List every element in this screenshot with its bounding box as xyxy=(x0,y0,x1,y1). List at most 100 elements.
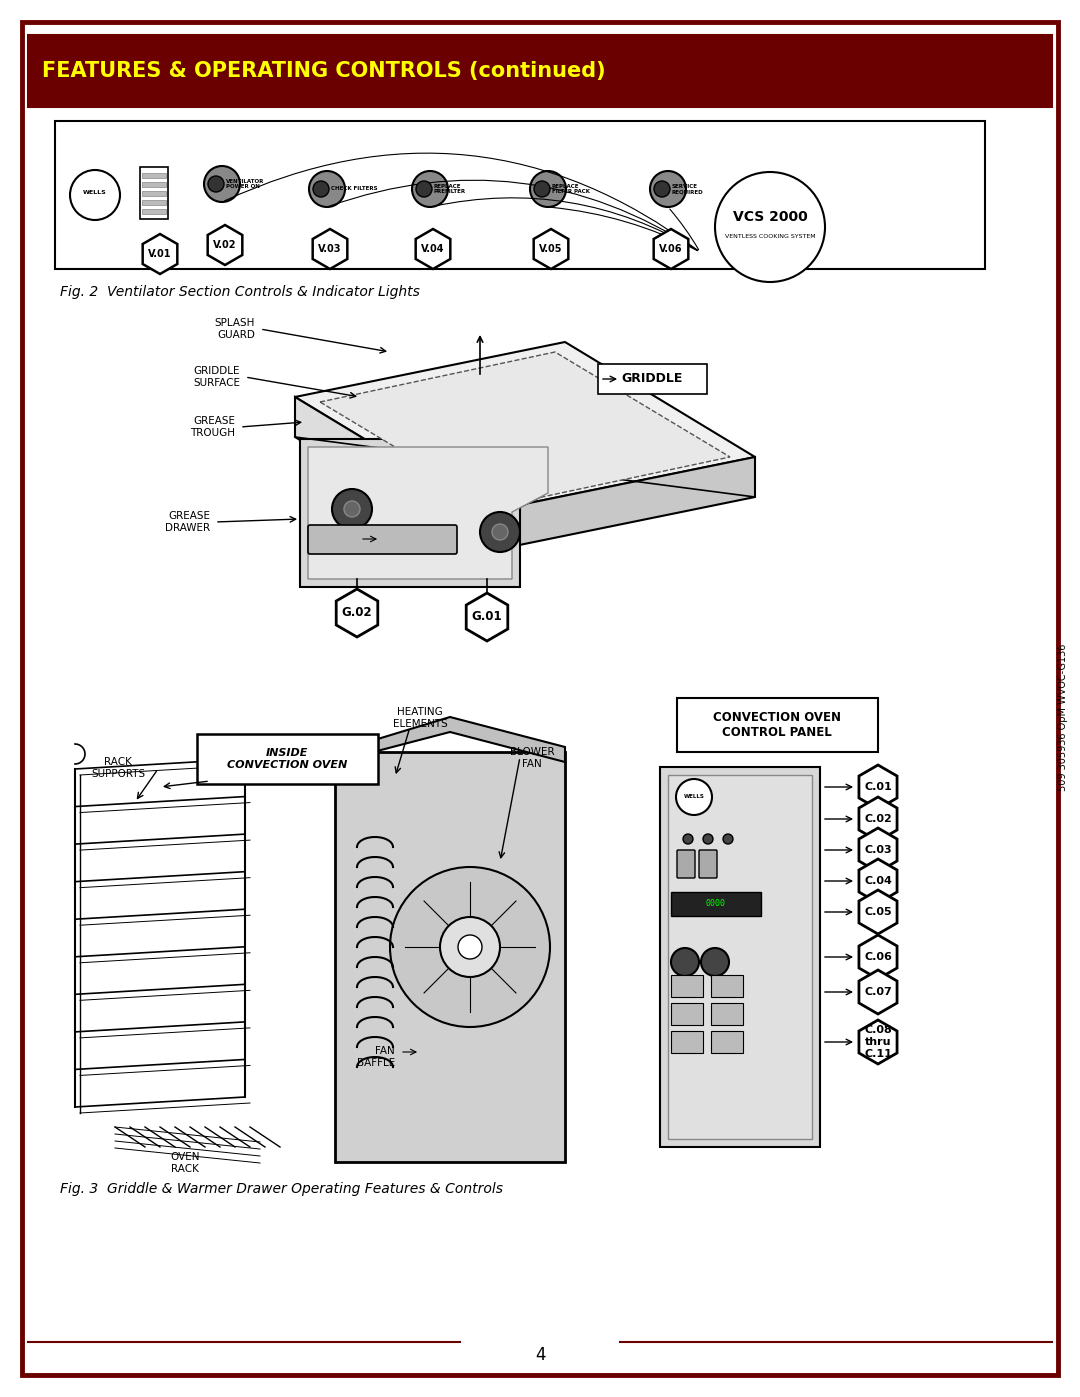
FancyBboxPatch shape xyxy=(677,849,696,877)
Text: C.05: C.05 xyxy=(864,907,892,916)
Text: OVEN
RACK: OVEN RACK xyxy=(171,1153,200,1173)
FancyBboxPatch shape xyxy=(669,775,812,1139)
Text: V.04: V.04 xyxy=(421,244,445,254)
Polygon shape xyxy=(859,766,897,809)
FancyBboxPatch shape xyxy=(22,22,1058,1375)
Text: WELLS: WELLS xyxy=(83,190,107,196)
FancyBboxPatch shape xyxy=(671,1003,703,1025)
Polygon shape xyxy=(308,447,548,578)
Circle shape xyxy=(204,166,240,203)
Text: Fig. 3  Griddle & Warmer Drawer Operating Features & Controls: Fig. 3 Griddle & Warmer Drawer Operating… xyxy=(60,1182,503,1196)
FancyBboxPatch shape xyxy=(699,849,717,877)
Polygon shape xyxy=(416,229,450,270)
Circle shape xyxy=(715,172,825,282)
Polygon shape xyxy=(295,397,485,552)
Text: V.02: V.02 xyxy=(213,240,237,250)
Circle shape xyxy=(676,780,712,814)
Text: 0000: 0000 xyxy=(706,900,726,908)
FancyBboxPatch shape xyxy=(677,698,878,752)
Circle shape xyxy=(440,916,500,977)
Circle shape xyxy=(70,170,120,219)
FancyBboxPatch shape xyxy=(141,191,166,196)
Polygon shape xyxy=(859,890,897,935)
Polygon shape xyxy=(859,1020,897,1065)
FancyBboxPatch shape xyxy=(55,122,985,270)
Text: SERVICE
REQUIRED: SERVICE REQUIRED xyxy=(672,183,704,194)
FancyBboxPatch shape xyxy=(711,1003,743,1025)
Polygon shape xyxy=(653,229,688,270)
Circle shape xyxy=(390,868,550,1027)
Text: C.07: C.07 xyxy=(864,988,892,997)
Text: VENTLESS COOKING SYSTEM: VENTLESS COOKING SYSTEM xyxy=(725,235,815,239)
FancyBboxPatch shape xyxy=(28,35,1052,108)
FancyBboxPatch shape xyxy=(671,1031,703,1053)
Text: BLOWER
FAN: BLOWER FAN xyxy=(510,747,555,768)
FancyBboxPatch shape xyxy=(197,733,378,784)
Polygon shape xyxy=(859,798,897,841)
Circle shape xyxy=(309,170,345,207)
Circle shape xyxy=(703,834,713,844)
Text: G.02: G.02 xyxy=(341,606,373,619)
Circle shape xyxy=(416,182,432,197)
Circle shape xyxy=(534,182,550,197)
FancyBboxPatch shape xyxy=(141,210,166,214)
Text: REPLACE
PREFILTER: REPLACE PREFILTER xyxy=(434,183,467,194)
Text: V.01: V.01 xyxy=(148,249,172,258)
FancyBboxPatch shape xyxy=(141,200,166,205)
Text: CHECK FILTERS: CHECK FILTERS xyxy=(330,187,378,191)
Polygon shape xyxy=(859,970,897,1014)
Text: HEATING
ELEMENTS: HEATING ELEMENTS xyxy=(393,707,447,729)
Text: V.06: V.06 xyxy=(659,244,683,254)
Text: V.05: V.05 xyxy=(539,244,563,254)
Text: V.03: V.03 xyxy=(319,244,341,254)
FancyBboxPatch shape xyxy=(660,767,820,1147)
Circle shape xyxy=(654,182,670,197)
Circle shape xyxy=(701,949,729,977)
Circle shape xyxy=(458,935,482,958)
Polygon shape xyxy=(313,229,348,270)
Text: C.06: C.06 xyxy=(864,951,892,963)
Text: C.03: C.03 xyxy=(864,845,892,855)
Text: INSIDE
CONVECTION OVEN: INSIDE CONVECTION OVEN xyxy=(227,749,347,770)
Text: GRIDDLE
SURFACE: GRIDDLE SURFACE xyxy=(193,366,240,388)
Text: SPLASH
GUARD: SPLASH GUARD xyxy=(215,319,255,339)
Text: 509 305936 OpM WVOC-G136: 509 305936 OpM WVOC-G136 xyxy=(1058,643,1068,791)
FancyBboxPatch shape xyxy=(711,975,743,997)
Text: VENTILATOR
POWER ON: VENTILATOR POWER ON xyxy=(226,179,265,190)
Circle shape xyxy=(723,834,733,844)
Polygon shape xyxy=(336,590,378,637)
Polygon shape xyxy=(207,225,242,265)
Text: CONVECTION OVEN
CONTROL PANEL: CONVECTION OVEN CONTROL PANEL xyxy=(713,711,841,739)
Text: GRIDDLE: GRIDDLE xyxy=(621,373,683,386)
Circle shape xyxy=(411,170,448,207)
Polygon shape xyxy=(859,828,897,872)
Text: Fig. 2  Ventilator Section Controls & Indicator Lights: Fig. 2 Ventilator Section Controls & Ind… xyxy=(60,285,420,299)
Text: GREASE
DRAWER: GREASE DRAWER xyxy=(165,511,210,532)
Circle shape xyxy=(530,170,566,207)
Polygon shape xyxy=(859,859,897,902)
Circle shape xyxy=(208,176,224,191)
FancyBboxPatch shape xyxy=(308,525,457,555)
FancyBboxPatch shape xyxy=(671,975,703,997)
Text: GREASE
TROUGH: GREASE TROUGH xyxy=(190,416,235,437)
FancyBboxPatch shape xyxy=(335,752,565,1162)
Polygon shape xyxy=(143,235,177,274)
Circle shape xyxy=(671,949,699,977)
Polygon shape xyxy=(320,352,730,507)
Text: RACK
SUPPORTS: RACK SUPPORTS xyxy=(91,757,145,778)
Text: G.01: G.01 xyxy=(472,610,502,623)
FancyBboxPatch shape xyxy=(140,168,168,219)
Polygon shape xyxy=(335,717,565,761)
FancyBboxPatch shape xyxy=(598,365,707,394)
Circle shape xyxy=(332,489,372,529)
Polygon shape xyxy=(859,935,897,979)
FancyBboxPatch shape xyxy=(141,173,166,177)
FancyBboxPatch shape xyxy=(671,893,761,916)
Circle shape xyxy=(345,502,360,517)
Text: FEATURES & OPERATING CONTROLS (continued): FEATURES & OPERATING CONTROLS (continued… xyxy=(42,61,606,81)
Text: C.04: C.04 xyxy=(864,876,892,886)
Circle shape xyxy=(683,834,693,844)
Text: VCS 2000: VCS 2000 xyxy=(732,210,808,224)
Circle shape xyxy=(480,511,519,552)
Text: C.08
thru
C.11: C.08 thru C.11 xyxy=(864,1025,892,1059)
